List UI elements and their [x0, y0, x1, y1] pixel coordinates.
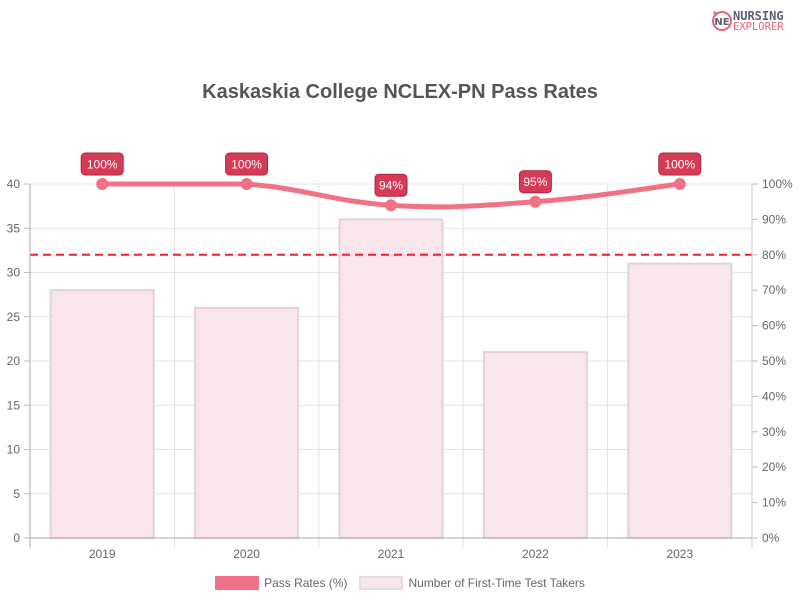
x-tick: 2019 — [89, 547, 116, 561]
y-right-tick: 100% — [762, 177, 793, 191]
bar — [627, 262, 733, 539]
legend-swatch-bar — [359, 576, 404, 590]
data-labels: 100% 100% 94% 95% 100% — [80, 152, 702, 197]
bar — [194, 306, 300, 539]
line-point — [385, 199, 397, 212]
ne-logo-icon: NE — [712, 11, 732, 31]
legend-item-test-takers[interactable]: Number of First-Time Test Takers — [359, 576, 585, 590]
data-label-box — [658, 152, 702, 176]
y-left-tick: 40 — [7, 177, 21, 191]
y-left-tick: 0 — [13, 531, 20, 545]
x-tick: 2021 — [378, 547, 405, 561]
x-tick: 2022 — [522, 547, 549, 561]
y-left-tick: 10 — [7, 443, 21, 457]
data-label: 100% — [664, 158, 695, 172]
legend-swatch-line — [215, 576, 260, 590]
y-right-tick: 90% — [762, 212, 786, 226]
y-right-tick: 0% — [762, 531, 780, 545]
bar — [49, 289, 155, 540]
brand-logo: NE — [710, 8, 795, 36]
bar-series — [49, 218, 733, 540]
pass-rate-line — [96, 178, 686, 212]
data-label-box — [225, 152, 269, 176]
data-label-box — [518, 170, 552, 194]
x-tick: 2020 — [233, 547, 260, 561]
axes: 0 5 10 15 20 25 30 35 40 0% 10% 20% 30% 40% 50% 60% 70% 8… — [7, 177, 793, 561]
y-left-tick: 30 — [7, 266, 21, 280]
bar — [338, 218, 444, 539]
legend-label: Number of First-Time Test Takers — [408, 576, 585, 590]
y-right-tick: 10% — [762, 496, 786, 510]
legend-label: Pass Rates (%) — [264, 576, 348, 590]
y-right-tick: 60% — [762, 319, 786, 333]
y-left-tick: 25 — [7, 310, 21, 324]
y-right-tick: 70% — [762, 283, 786, 297]
data-label: 100% — [231, 158, 262, 172]
y-right-tick: 80% — [762, 248, 786, 262]
y-right-tick: 30% — [762, 425, 786, 439]
chart-title: Kaskaskia College NCLEX-PN Pass Rates — [202, 81, 598, 103]
data-label-box — [374, 173, 408, 197]
svg-text:NE: NE — [714, 17, 729, 28]
data-label: 100% — [87, 158, 118, 172]
line-point — [240, 178, 253, 190]
data-label: 94% — [379, 179, 403, 193]
data-label: 95% — [523, 175, 547, 189]
x-tick: 2023 — [666, 547, 693, 561]
y-left-tick: 15 — [7, 398, 21, 412]
bar — [482, 351, 588, 539]
y-left-tick: 5 — [13, 487, 20, 501]
brand-name-line1: NURSING — [733, 9, 784, 23]
y-right-tick: 20% — [762, 460, 786, 474]
y-left-tick: 20 — [7, 354, 21, 368]
y-right-tick: 50% — [762, 354, 786, 368]
brand-name-line2: EXPLORER — [733, 21, 784, 33]
data-label-box — [80, 152, 124, 176]
line-point — [96, 178, 109, 190]
y-left-tick: 35 — [7, 221, 21, 235]
y-right-tick: 40% — [762, 389, 786, 403]
legend: Pass Rates (%) Number of First-Time Test… — [0, 576, 800, 590]
line-point — [529, 195, 542, 208]
legend-item-pass-rates[interactable]: Pass Rates (%) — [215, 576, 347, 590]
line-point — [673, 178, 686, 190]
